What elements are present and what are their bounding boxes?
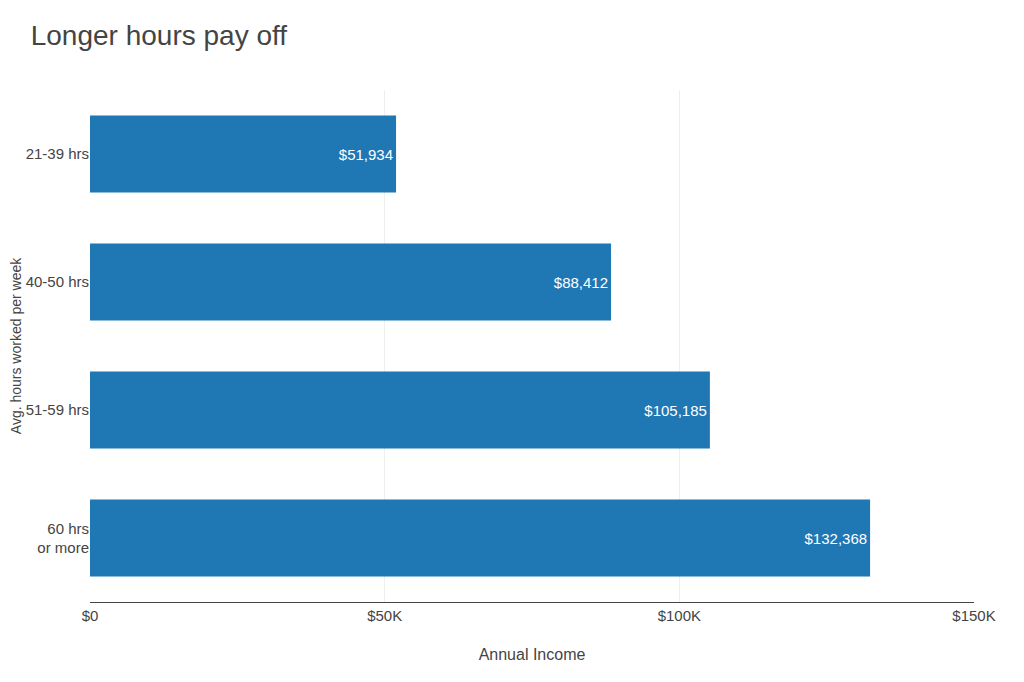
svg-text:$100K: $100K — [658, 607, 701, 624]
svg-text:$88,412: $88,412 — [554, 274, 608, 291]
svg-text:Avg. hours worked per week: Avg. hours worked per week — [8, 257, 24, 434]
svg-text:$105,185: $105,185 — [644, 402, 707, 419]
svg-text:$51,934: $51,934 — [339, 146, 393, 163]
svg-text:40-50 hrs: 40-50 hrs — [26, 273, 89, 290]
svg-text:$50K: $50K — [367, 607, 402, 624]
svg-text:51-59 hrs: 51-59 hrs — [26, 401, 89, 418]
svg-text:$150K: $150K — [952, 607, 995, 624]
svg-text:Longer hours pay off: Longer hours pay off — [31, 20, 288, 51]
svg-text:60 hrsor more: 60 hrsor more — [37, 520, 89, 557]
svg-text:$132,368: $132,368 — [805, 530, 868, 547]
svg-text:21-39 hrs: 21-39 hrs — [26, 145, 89, 162]
svg-text:Annual Income: Annual Income — [479, 646, 586, 663]
svg-text:$0: $0 — [82, 607, 99, 624]
